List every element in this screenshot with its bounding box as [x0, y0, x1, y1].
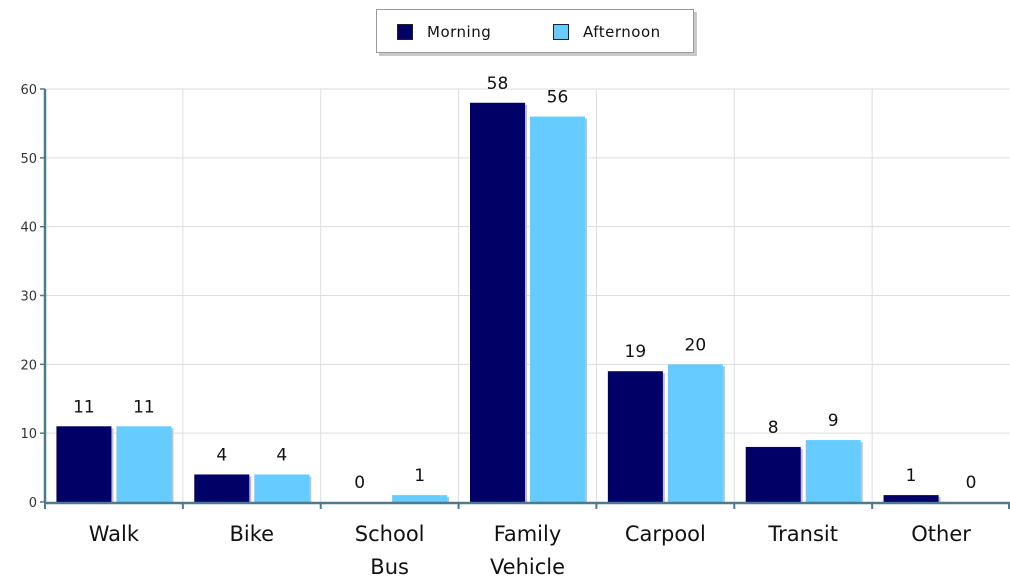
legend: Morning Afternoon — [376, 9, 694, 53]
data-label: 0 — [966, 473, 977, 493]
data-label: 20 — [685, 335, 707, 355]
data-label: 0 — [354, 473, 365, 493]
x-tick-label-line: Family — [494, 522, 562, 546]
legend-swatch-morning — [397, 24, 413, 40]
bar-morning — [607, 371, 663, 502]
data-label: 8 — [768, 418, 779, 438]
bar-morning — [745, 446, 801, 502]
x-tick-label-line: Vehicle — [490, 555, 565, 579]
x-tick-label: Other — [911, 522, 971, 546]
x-tick-label: School Bus — [355, 522, 425, 579]
data-label: 1 — [414, 466, 425, 486]
x-tick-label-line: Transit — [767, 522, 838, 546]
legend-swatch-afternoon — [553, 24, 569, 40]
data-label: 11 — [133, 397, 155, 417]
y-tick-label: 40 — [20, 221, 37, 236]
bar-afternoon — [116, 426, 172, 502]
bar-morning — [470, 102, 525, 503]
bar-morning — [194, 474, 250, 502]
bar-afternoon — [254, 474, 310, 502]
data-label: 11 — [73, 397, 95, 417]
y-tick-label: 20 — [20, 358, 37, 373]
y-tick-label: 30 — [20, 290, 37, 305]
x-tick-label: Transit — [767, 522, 838, 546]
data-label: 19 — [625, 342, 647, 362]
data-label: 4 — [216, 445, 227, 465]
data-label: 56 — [547, 88, 569, 108]
bar-morning — [883, 495, 939, 502]
bar-morning — [56, 426, 112, 502]
bar-afternoon — [392, 495, 448, 502]
bars — [56, 102, 941, 505]
legend-label-afternoon: Afternoon — [583, 23, 661, 41]
grid-lines — [45, 88, 1010, 502]
x-tick-label-line: Carpool — [625, 522, 706, 546]
bar-afternoon — [667, 364, 723, 502]
bar-afternoon — [805, 440, 861, 502]
y-tick-label: 10 — [20, 427, 37, 442]
data-label: 58 — [487, 74, 509, 94]
data-label: 4 — [276, 445, 287, 465]
x-tick-label-line: Walk — [89, 522, 140, 546]
x-tick-label: Carpool — [625, 522, 706, 546]
bar-afternoon — [530, 116, 585, 503]
x-tick-label: Walk — [89, 522, 140, 546]
legend-item-afternoon: Afternoon — [553, 22, 661, 42]
y-tick-label: 60 — [20, 83, 37, 98]
y-tick-label: 0 — [29, 496, 37, 511]
legend-item-morning: Morning — [397, 22, 491, 42]
y-tick-label: 50 — [20, 152, 37, 167]
x-tick-label-line: Bus — [370, 555, 409, 579]
x-tick-label: Bike — [229, 522, 274, 546]
x-tick-label-line: Bike — [229, 522, 274, 546]
x-tick-label: Family Vehicle — [490, 522, 565, 579]
data-label: 9 — [828, 411, 839, 431]
legend-label-morning: Morning — [427, 23, 492, 41]
x-tick-label-line: School — [355, 522, 425, 546]
data-label: 1 — [906, 466, 917, 486]
x-tick-label-line: Other — [911, 522, 971, 546]
